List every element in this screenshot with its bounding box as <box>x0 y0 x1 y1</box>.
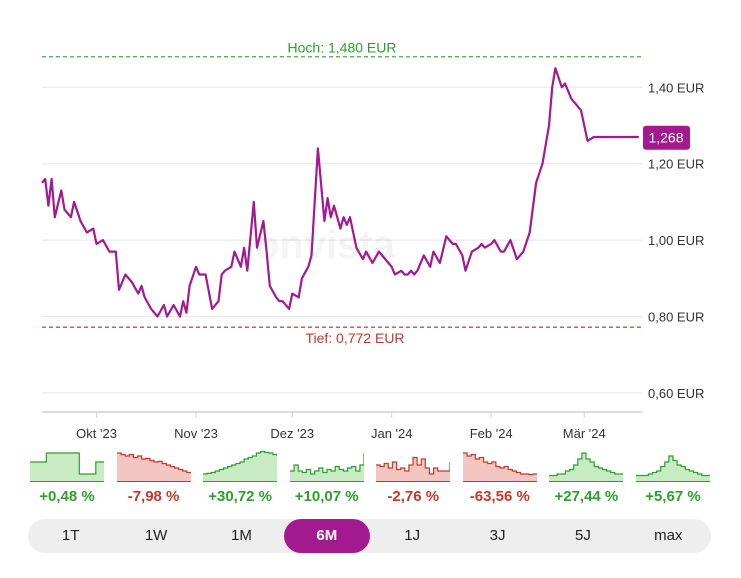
price-chart: onvista Hoch: 1,480 EUR Tief: 0,772 EUR … <box>41 40 704 441</box>
timeframe-tabs: 1T 1W 1M 6M 1J 3J 5J max <box>28 519 711 553</box>
mini-chart-line <box>549 452 624 477</box>
current-price-marker: 1,268 <box>643 125 690 150</box>
mini-chart-change: -63,56 % <box>469 488 530 505</box>
mini-chart-graph <box>462 452 537 482</box>
y-tick-label: 0,60 EUR <box>648 386 704 401</box>
mini-chart-line <box>116 452 191 474</box>
performance-mini-charts: +0,48 % -7,98 % +30,72 % +10,07 % -2,76 % -63… <box>30 446 710 506</box>
mini-chart-graph <box>116 452 191 482</box>
current-price-label: 1,268 <box>648 130 683 146</box>
mini-chart-graph <box>635 455 710 482</box>
mini-chart-line <box>30 452 104 475</box>
x-axis: Okt '23 Nov '23 Dez '23 Jan '24 Feb '24 Mär '… <box>42 411 642 441</box>
x-tick-label: Dez '23 <box>270 426 314 441</box>
y-tick-label: 1,00 EUR <box>648 233 704 248</box>
watermark: onvista <box>255 223 396 267</box>
mini-chart-change: +27,44 % <box>554 488 619 505</box>
mini-chart-graph <box>376 456 451 482</box>
x-tick-label: Mär '24 <box>563 426 606 441</box>
mini-chart-graph <box>30 452 104 482</box>
mini-chart-area <box>30 453 104 482</box>
tab-1m[interactable]: 1M <box>231 527 252 544</box>
x-tick-label: Okt '23 <box>76 426 117 441</box>
tab-max[interactable]: max <box>654 527 683 544</box>
mini-chart-change: +5,67 % <box>645 488 701 505</box>
price-line <box>41 67 639 318</box>
low-label: Tief: 0,772 EUR <box>305 330 404 346</box>
y-tick-label: 0,80 EUR <box>648 310 704 325</box>
tab-1j[interactable]: 1J <box>404 527 421 544</box>
mini-chart-line <box>635 455 710 477</box>
mini-chart-change: +0,48 % <box>39 488 95 505</box>
mini-chart-area <box>549 453 624 482</box>
mini-chart-2: -7,98 % <box>116 446 191 506</box>
x-tick-label: Nov '23 <box>174 426 218 441</box>
mini-chart-area <box>376 457 451 482</box>
mini-chart-change: -2,76 % <box>387 488 440 505</box>
mini-chart-line <box>203 450 278 475</box>
mini-chart-graph <box>203 450 278 482</box>
mini-chart-7: +27,44 % <box>549 446 624 506</box>
tab-5j[interactable]: 5J <box>575 527 591 544</box>
mini-chart-change: +30,72 % <box>208 488 273 505</box>
mini-chart-5: -2,76 % <box>376 446 451 506</box>
y-tick-label: 1,40 EUR <box>648 80 704 95</box>
x-tick-label: Jan '24 <box>371 426 413 441</box>
mini-chart-1: +0,48 % <box>30 446 104 506</box>
y-axis: 1,40 EUR 1,20 EUR 1,00 EUR 0,80 EUR 0,60 EUR <box>648 80 704 401</box>
y-tick-label: 1,20 EUR <box>648 157 704 172</box>
reference-lines <box>42 56 642 328</box>
current-price-badge <box>643 125 690 150</box>
mini-chart-line <box>462 452 537 476</box>
x-tick-label: Feb '24 <box>470 426 513 441</box>
tab-1w[interactable]: 1W <box>144 527 168 544</box>
mini-chart-graph <box>549 452 624 482</box>
mini-chart-4: +10,07 % <box>289 446 364 506</box>
mini-chart-area <box>203 451 278 482</box>
mini-chart-graph <box>289 453 364 482</box>
mini-chart-area <box>116 453 191 482</box>
mini-chart-6: -63,56 % <box>462 446 537 506</box>
mini-chart-change: +10,07 % <box>294 488 359 505</box>
tab-6m[interactable]: 6M <box>284 519 370 553</box>
mini-chart-line <box>376 456 451 475</box>
mini-chart-line <box>289 453 364 475</box>
mini-chart-area <box>289 453 364 482</box>
mini-chart-change: -7,98 % <box>127 488 180 505</box>
high-label: Hoch: 1,480 EUR <box>288 40 397 56</box>
mini-chart-area <box>635 456 710 482</box>
mini-chart-3: +30,72 % <box>203 446 278 506</box>
mini-chart-8: +5,67 % <box>635 446 710 506</box>
tab-1t[interactable]: 1T <box>61 527 80 544</box>
tab-3j[interactable]: 3J <box>489 527 506 544</box>
